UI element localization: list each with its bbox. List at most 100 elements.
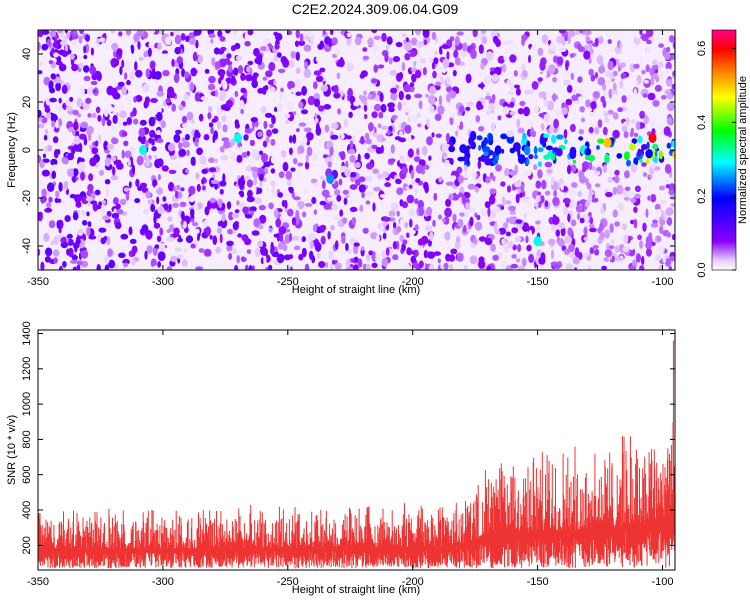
spectrogram-cell — [208, 75, 216, 84]
spectrogram-cell — [328, 250, 334, 260]
colorbar-frame — [711, 29, 737, 271]
spectrogram-cell — [444, 207, 452, 218]
spectrogram-cell — [373, 103, 382, 112]
spectrogram-cell — [658, 43, 664, 48]
spectrogram-cell — [417, 199, 424, 210]
spectrogram-cell — [371, 111, 378, 119]
spectrogram-cell — [363, 103, 368, 112]
spectrogram-cell — [190, 243, 196, 249]
spectrogram-cell — [227, 228, 234, 235]
spectrogram-cell — [259, 181, 263, 187]
spectrogram-cell — [521, 34, 528, 41]
spectrogram-cell — [254, 197, 262, 205]
spectrogram-cell — [122, 121, 128, 126]
spectrogram-cell — [604, 249, 613, 258]
spectrogram-cell — [357, 153, 361, 162]
spectrogram-cell — [435, 81, 442, 87]
spectrogram-cell — [220, 218, 228, 229]
spectrogram-cell — [630, 197, 637, 203]
spectrogram-cell — [564, 186, 568, 192]
spectrogram-cell — [38, 70, 43, 75]
spectrogram-cell — [38, 123, 45, 129]
spectrogram-cell — [119, 110, 127, 119]
spectrogram-cell — [38, 179, 44, 188]
spectrogram-cell — [320, 235, 326, 245]
spectrogram-cell — [424, 224, 433, 232]
spectrogram-cell — [472, 30, 478, 38]
spectrogram-cell — [603, 111, 609, 117]
spectrogram-cell — [195, 266, 203, 270]
spectrogram-cell — [550, 224, 559, 232]
spectrogram-cell — [534, 201, 539, 208]
spectrogram-cell — [295, 30, 300, 39]
spectrogram-cell — [202, 177, 206, 182]
spectrogram-cell — [77, 113, 81, 118]
spectrogram-cell — [602, 126, 608, 136]
spectrogram-cell — [62, 261, 67, 268]
spectrogram-cell — [467, 183, 476, 190]
spectrogram-cell — [181, 259, 188, 267]
spectrogram-cell — [128, 181, 132, 189]
spectrogram-cell — [285, 170, 293, 180]
spectrogram-cell — [274, 106, 278, 112]
spectrogram-cell — [409, 82, 415, 88]
snr-x-label: Height of straight line (km) — [292, 584, 420, 596]
spectrogram-cell — [493, 222, 498, 233]
spectrogram-cell — [418, 206, 424, 217]
spectrogram-cell — [462, 42, 468, 52]
spectrogram-cell — [576, 43, 582, 50]
spectrogram-cell — [639, 240, 644, 249]
spectrogram-cell — [482, 146, 491, 154]
spectrogram-cell — [539, 60, 546, 71]
spectrogram-cell — [295, 91, 302, 96]
spectrogram-cell — [41, 30, 50, 35]
spectrogram-cell — [646, 46, 651, 55]
snr-y-tick-label: 1400 — [21, 321, 33, 345]
spectrogram-cell — [645, 241, 652, 250]
spectrogram-cell — [241, 152, 248, 158]
spectrogram-cell — [666, 78, 673, 86]
spectrogram-cell — [656, 235, 661, 242]
spectrogram-cell — [149, 129, 156, 138]
spectrogram-cell — [357, 258, 363, 268]
spectrogram-cell — [634, 80, 639, 88]
spectrogram-cell — [314, 117, 319, 125]
spectrogram-cell — [396, 240, 400, 250]
spectrogram-cell — [210, 179, 219, 185]
spectrogram-cell — [564, 235, 573, 244]
spectrogram-cell — [160, 120, 166, 129]
spectrogram-cell — [360, 246, 365, 252]
spectrogram-cell — [417, 123, 422, 128]
spectrogram-cell — [404, 221, 409, 229]
spectrogram-cell — [526, 244, 532, 252]
spectrogram-cell — [637, 148, 641, 157]
spectrogram-cell — [207, 112, 212, 120]
spectrogram-cell — [522, 132, 527, 141]
spectrogram-cell — [438, 95, 443, 106]
spectrogram-cell — [505, 231, 511, 237]
spectrogram-cell — [519, 192, 523, 199]
spectrogram-cell — [123, 61, 131, 71]
spectrogram-cell — [270, 86, 276, 93]
spectrogram-cell — [110, 175, 119, 181]
spectrogram-cell — [643, 79, 649, 84]
spectrogram-cell — [304, 161, 310, 170]
spectrogram-cell — [382, 216, 391, 222]
spectrogram-cell — [401, 61, 405, 72]
spectrogram-cell — [625, 186, 631, 192]
spectrogram-cell — [633, 218, 638, 229]
spectrogram-cell — [342, 189, 349, 195]
spectrogram-cell — [475, 178, 483, 183]
spectrogram-cell — [473, 238, 478, 245]
spectrogram-cell — [620, 72, 627, 79]
spectrogram-cell — [208, 122, 214, 128]
spectrogram-cell — [611, 88, 618, 97]
spectrogram-cell — [431, 31, 437, 41]
spectrogram-cell — [240, 72, 246, 81]
spectrogram-cell — [507, 185, 511, 193]
spectrogram-cell — [420, 58, 427, 64]
spectrogram-cell — [176, 165, 181, 172]
spectrogram-cell — [183, 220, 187, 229]
spectrogram-cell — [609, 223, 614, 234]
